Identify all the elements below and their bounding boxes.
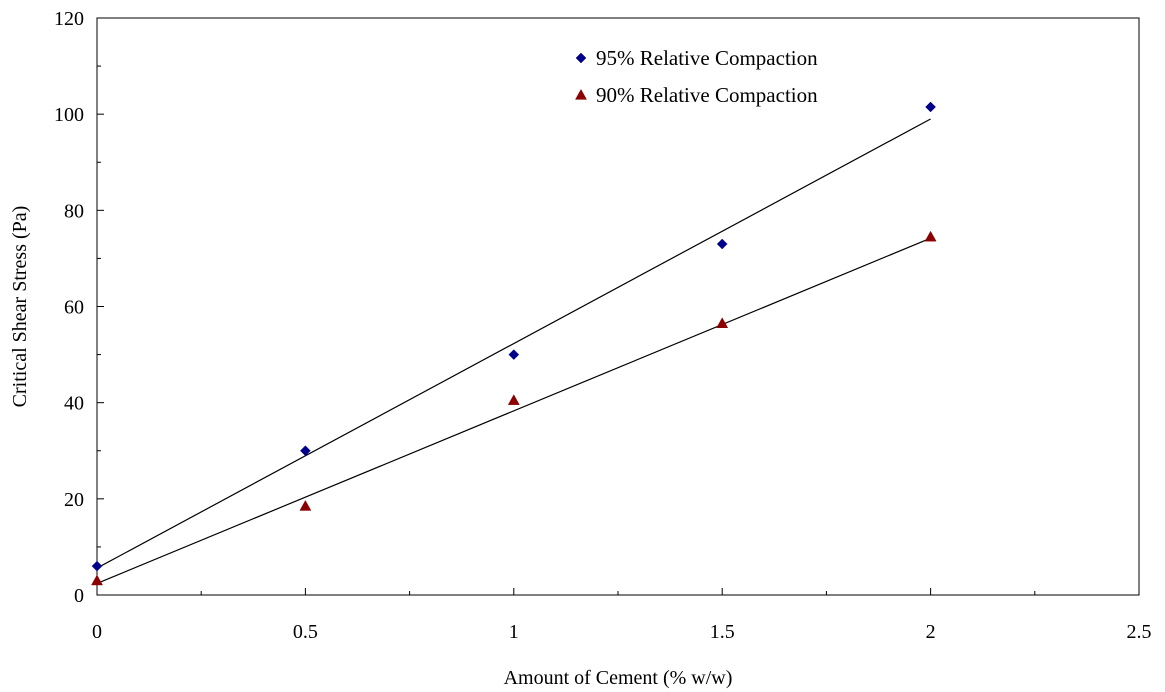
legend-label-2: 90% Relative Compaction <box>596 83 818 107</box>
diamond-point <box>508 349 520 360</box>
triangle-point <box>507 394 520 405</box>
legend-marker-1 <box>575 52 587 64</box>
data-points <box>91 101 937 586</box>
legend-label-1: 95% Relative Compaction <box>596 46 818 70</box>
triangle-point <box>716 317 729 328</box>
y-tick-label: 80 <box>64 200 84 222</box>
x-tick-label: 1.5 <box>710 621 735 643</box>
trendline-series-1 <box>96 118 931 569</box>
x-axis: 0 0.5 1 1.5 2 2.5 <box>92 588 1152 643</box>
y-axis: 0 20 40 60 80 100 120 <box>54 8 104 607</box>
y-tick-label: 100 <box>54 104 84 126</box>
diamond-point <box>925 101 936 113</box>
legend-marker-2 <box>575 88 587 100</box>
diamond-point <box>91 560 103 572</box>
x-tick-label: 0 <box>92 621 102 643</box>
triangle-point <box>924 230 937 242</box>
trendlines <box>96 118 931 585</box>
y-tick-label: 20 <box>64 489 84 511</box>
y-axis-title: Critical Shear Stress (Pa) <box>9 206 31 408</box>
x-tick-label: 2.5 <box>1127 621 1152 643</box>
triangle-point <box>91 574 103 586</box>
x-tick-label: 1 <box>509 621 519 643</box>
diamond-point <box>300 445 311 457</box>
x-tick-label: 0.5 <box>293 621 318 643</box>
x-axis-title: Amount of Cement (% w/w) <box>504 667 733 689</box>
trendline-series-2 <box>96 237 931 585</box>
y-tick-label: 40 <box>64 393 84 415</box>
y-tick-label: 120 <box>54 8 84 30</box>
triangle-point <box>299 500 312 511</box>
y-tick-label: 0 <box>74 585 84 607</box>
legend: 95% Relative Compaction 90% Relative Comp… <box>575 46 818 107</box>
x-tick-label: 2 <box>926 621 936 643</box>
y-tick-label: 60 <box>64 297 84 319</box>
diamond-point <box>716 238 728 250</box>
